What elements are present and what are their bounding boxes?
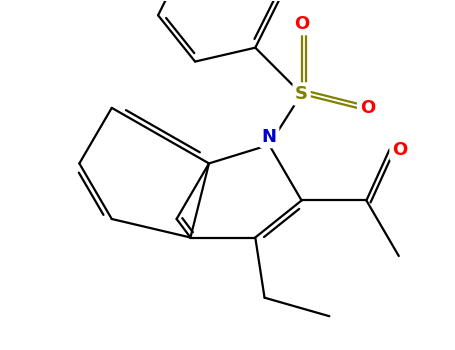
Text: O: O <box>360 99 375 117</box>
Text: S: S <box>295 85 308 103</box>
Text: N: N <box>262 127 277 146</box>
Text: O: O <box>294 15 309 33</box>
Text: O: O <box>392 141 407 159</box>
